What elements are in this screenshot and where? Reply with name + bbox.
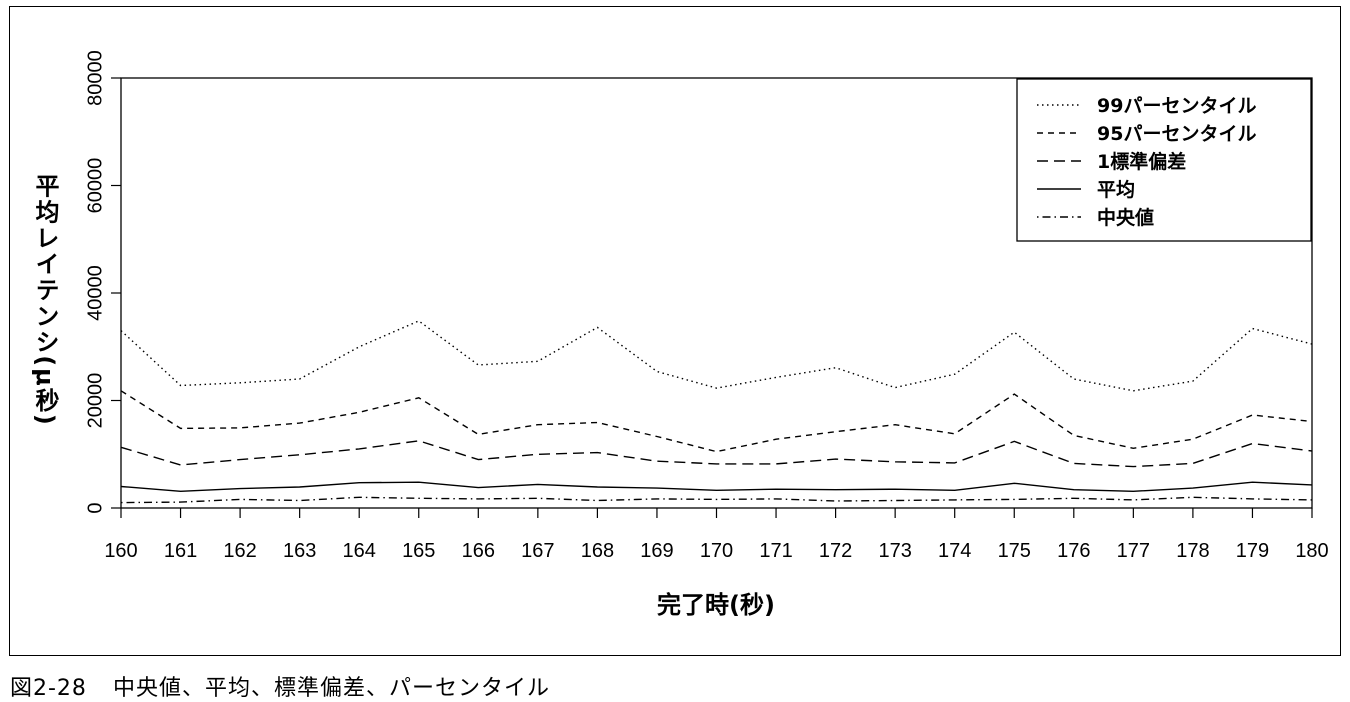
x-tick-label: 168 (581, 540, 614, 562)
y-axis-title: 平均レイテンシ(μ秒) (31, 173, 59, 427)
series-line-4 (120, 481, 1313, 493)
legend-box (1016, 78, 1312, 242)
figure-caption: 図2-28 中央値、平均、標準偏差、パーセンタイル (10, 670, 550, 702)
legend-label: 中央値 (1097, 206, 1154, 229)
x-tick-label: 173 (878, 540, 911, 562)
series-layer (120, 320, 1313, 504)
series-line-1 (120, 320, 1313, 392)
x-tick-label: 180 (1295, 540, 1328, 562)
y-tick-label: 0 (84, 502, 106, 513)
y-tick-label: 20000 (84, 373, 106, 429)
figure-number: 図2-28 (10, 676, 87, 701)
x-tick-label: 174 (938, 540, 971, 562)
x-tick-label: 172 (819, 540, 852, 562)
chart-frame (9, 6, 1341, 656)
x-tick-label: 171 (759, 540, 792, 562)
y-tick-label: 80000 (84, 50, 106, 106)
x-tick-label: 177 (1117, 540, 1150, 562)
y-tick-label: 60000 (84, 158, 106, 214)
y-axis: 0 20000 40000 60000 80000 (84, 50, 121, 514)
legend-label: 95パーセンタイル (1097, 123, 1256, 145)
series-line-2 (120, 390, 1313, 453)
x-tick-label: 178 (1176, 540, 1209, 562)
legend-label: 99パーセンタイル (1097, 95, 1256, 117)
legend-label: 1標準偏差 (1097, 150, 1186, 173)
series-line-3 (120, 440, 1313, 468)
x-axis-title: 完了時(秒) (657, 591, 775, 619)
series-line-5 (120, 496, 1313, 504)
y-tick-label: 40000 (84, 265, 106, 321)
x-tick-label: 164 (343, 540, 376, 562)
x-tick-label: 176 (1057, 540, 1090, 562)
x-tick-label: 166 (462, 540, 495, 562)
x-tick-label: 169 (640, 540, 673, 562)
x-tick-label: 175 (998, 540, 1031, 562)
x-tick-label: 167 (521, 540, 554, 562)
x-tick-label: 165 (402, 540, 435, 562)
x-tick-label: 160 (104, 540, 137, 562)
x-tick-label: 170 (700, 540, 733, 562)
x-axis: 160 161 162 163 164 165 166 167 168 169 170 171 172 1… (104, 508, 1329, 562)
figure-caption-text: 中央値、平均、標準偏差、パーセンタイル (112, 676, 550, 701)
x-tick-label: 161 (164, 540, 197, 562)
x-tick-label: 179 (1236, 540, 1269, 562)
x-tick-label: 163 (283, 540, 316, 562)
x-tick-label: 162 (223, 540, 256, 562)
line-chart: 0 20000 40000 60000 80000 160 161 162 163 164 165… (31, 50, 1329, 619)
legend-label: 平均 (1097, 178, 1135, 201)
